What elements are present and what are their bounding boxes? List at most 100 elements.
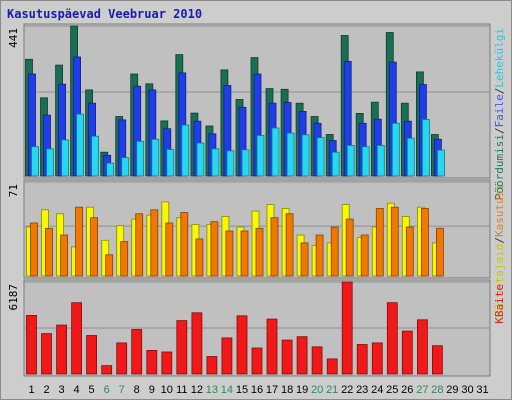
day-label-15: 15 xyxy=(236,384,248,396)
bar-kasutusi-day-28 xyxy=(435,227,444,277)
y-max-label: 441 xyxy=(7,28,20,48)
bar-kbaite-day-12 xyxy=(191,312,203,375)
panel-3: 6187 KBaite xyxy=(7,279,506,377)
day-label-24: 24 xyxy=(371,384,383,396)
day-label-5: 5 xyxy=(89,384,95,396)
bar-kasutusi-day-25 xyxy=(390,206,399,277)
bar-lehekülgi-day-9 xyxy=(151,138,160,177)
bar-kasutusi-day-3 xyxy=(60,234,68,277)
bar-lehekülgi-day-10 xyxy=(166,149,175,177)
bar-lehekülgi-day-25 xyxy=(391,122,400,177)
legend-item-1: KBaite xyxy=(493,284,506,324)
bar-kasutusi-day-19 xyxy=(300,242,309,277)
bar-kasutusi-day-15 xyxy=(240,230,249,277)
day-label-1: 1 xyxy=(28,384,34,396)
bar-kbaite-day-20 xyxy=(311,346,323,375)
y-max-label: 6187 xyxy=(7,284,20,311)
day-label-20: 20 xyxy=(311,384,323,396)
bar-lehekülgi-day-24 xyxy=(376,144,385,177)
day-label-31: 31 xyxy=(476,384,488,396)
x-axis-day-labels: 1 2 3 4 5 6 7 8 9 10 11 12 13 14 15 16 17 18 19 20 21 22 23 24 2… xyxy=(28,384,488,396)
legend-item-4: / xyxy=(493,88,506,95)
legend-item-1: Pöördumisi xyxy=(493,134,506,200)
bar-kasutusi-day-23 xyxy=(360,234,369,277)
bar-kasutusi-day-6 xyxy=(105,254,114,277)
bar-kasutusi-day-1 xyxy=(30,222,38,277)
day-label-2: 2 xyxy=(43,384,49,396)
panel-2: 71 Külastajaid/Kasutusi xyxy=(7,179,506,316)
bar-kbaite-day-17 xyxy=(266,318,278,375)
bar-kasutusi-day-24 xyxy=(375,208,384,277)
bar-kasutusi-day-7 xyxy=(120,241,129,277)
bar-kbaite-day-8 xyxy=(131,329,143,375)
legend-item-5: Lehekülgi xyxy=(493,28,506,88)
bar-lehekülgi-day-19 xyxy=(301,134,310,177)
bar-kbaite-day-9 xyxy=(146,349,158,375)
bar-kasutusi-day-8 xyxy=(135,213,144,277)
day-label-25: 25 xyxy=(386,384,398,396)
bar-kbaite-day-3 xyxy=(56,324,67,375)
bar-kasutusi-day-26 xyxy=(405,226,414,277)
day-label-16: 16 xyxy=(251,384,263,396)
legend-item-2: / xyxy=(493,127,506,134)
bar-kbaite-day-25 xyxy=(386,302,398,375)
bar-kasutusi-day-14 xyxy=(225,230,234,277)
bar-kbaite-day-22 xyxy=(341,281,353,375)
day-label-27: 27 xyxy=(416,384,428,396)
bar-lehekülgi-day-3 xyxy=(61,139,69,177)
bar-lehekülgi-day-11 xyxy=(181,124,190,177)
bar-kbaite-day-2 xyxy=(41,333,52,375)
day-label-28: 28 xyxy=(431,384,443,396)
day-label-18: 18 xyxy=(281,384,293,396)
bar-lehekülgi-day-6 xyxy=(106,162,115,177)
bar-lehekülgi-day-15 xyxy=(241,149,250,177)
legend: KBaite xyxy=(493,284,506,324)
chart-panels: 441Pöördumisi/Faile/Lehekülgi71Külastaja… xyxy=(7,23,506,377)
bar-kbaite-day-23 xyxy=(356,344,368,375)
bar-kasutusi-day-18 xyxy=(285,213,294,277)
bar-kbaite-day-5 xyxy=(86,335,97,375)
bar-kasutusi-day-21 xyxy=(330,226,339,277)
bar-kasutusi-day-10 xyxy=(165,222,174,277)
day-label-8: 8 xyxy=(134,384,140,396)
day-label-23: 23 xyxy=(356,384,368,396)
legend: Külastajaid/Kasutusi xyxy=(493,184,506,316)
bar-lehekülgi-day-12 xyxy=(196,142,205,177)
bar-lehekülgi-day-28 xyxy=(436,149,445,177)
bar-kasutusi-day-5 xyxy=(90,217,98,277)
bar-lehekülgi-day-4 xyxy=(76,113,84,177)
bar-kasutusi-day-4 xyxy=(75,206,83,277)
bar-kasutusi-day-2 xyxy=(45,227,53,277)
bar-kbaite-day-21 xyxy=(326,358,338,375)
day-label-26: 26 xyxy=(401,384,413,396)
bar-lehekülgi-day-8 xyxy=(136,140,145,177)
bar-lehekülgi-day-17 xyxy=(271,127,280,177)
day-label-29: 29 xyxy=(446,384,458,396)
bar-lehekülgi-day-22 xyxy=(346,144,355,177)
day-label-10: 10 xyxy=(161,384,173,396)
bar-kasutusi-day-17 xyxy=(270,217,279,277)
bar-lehekülgi-day-26 xyxy=(406,137,415,177)
day-label-21: 21 xyxy=(326,384,338,396)
day-label-13: 13 xyxy=(206,384,218,396)
bar-kasutusi-day-12 xyxy=(195,238,204,277)
bar-lehekülgi-day-5 xyxy=(91,135,99,177)
bar-kbaite-day-28 xyxy=(431,345,443,375)
legend-item-3: Faile xyxy=(493,94,506,127)
bar-lehekülgi-day-18 xyxy=(286,132,295,177)
legend-item-1: Külastajaid xyxy=(493,244,506,317)
bar-kbaite-day-7 xyxy=(116,342,128,375)
bar-kbaite-day-4 xyxy=(71,302,82,375)
bar-kasutusi-day-27 xyxy=(420,208,429,277)
bar-kbaite-day-10 xyxy=(161,351,173,375)
bar-kbaite-day-19 xyxy=(296,336,308,375)
bar-kbaite-day-27 xyxy=(416,319,428,375)
day-label-6: 6 xyxy=(104,384,110,396)
day-label-12: 12 xyxy=(191,384,203,396)
bar-lehekülgi-day-2 xyxy=(46,148,54,177)
bar-kasutusi-day-11 xyxy=(180,212,189,277)
day-label-14: 14 xyxy=(221,384,233,396)
y-max-label: 71 xyxy=(7,184,20,197)
